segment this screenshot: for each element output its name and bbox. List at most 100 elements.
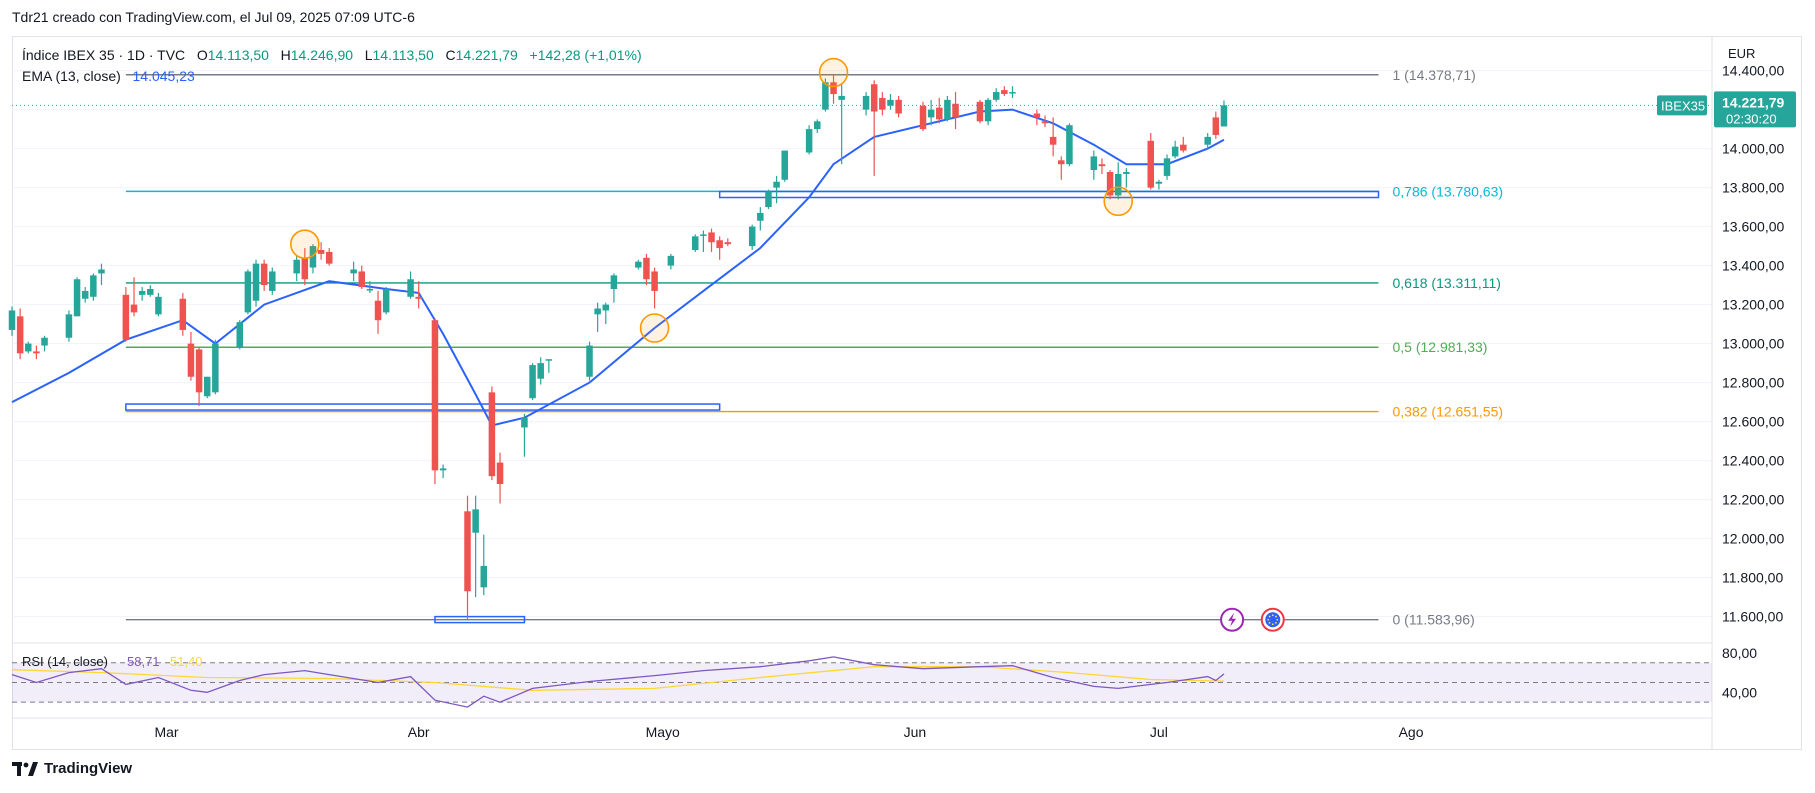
- candle-body: [358, 271, 366, 288]
- close-label: C: [445, 47, 456, 63]
- price-tag-box: [1714, 91, 1796, 128]
- event-markers: [1220, 607, 1285, 632]
- candle-up: [586, 341, 593, 381]
- candle-up: [244, 269, 252, 315]
- candle-body: [252, 263, 260, 301]
- candle-body: [757, 212, 764, 221]
- candle-up: [1163, 154, 1171, 180]
- candle-body: [643, 257, 650, 280]
- candles: [8, 74, 1228, 621]
- candle-body: [130, 304, 138, 313]
- candle-down: [122, 287, 130, 342]
- candle-up: [529, 363, 536, 401]
- candle-up: [1171, 140, 1179, 159]
- candle-body: [1171, 146, 1179, 157]
- candle-down: [870, 80, 878, 176]
- candle-up: [203, 376, 211, 399]
- candle-body: [1090, 156, 1098, 171]
- candle-up: [1090, 150, 1098, 180]
- candle-body: [138, 290, 146, 295]
- price-tick-label: 11.600,00: [1722, 609, 1783, 625]
- candle-body: [155, 296, 162, 315]
- candle-body: [602, 304, 610, 311]
- candle-body: [73, 279, 81, 317]
- candle-up: [269, 267, 276, 295]
- candle-body: [651, 271, 658, 291]
- highlight-circle: [1103, 186, 1134, 217]
- candle-body: [748, 226, 756, 247]
- candle-body: [529, 365, 536, 399]
- rsi-ma-value: 51,40: [170, 654, 203, 669]
- rsi-value: 58,71: [127, 654, 160, 669]
- fib-level-label: 0,618 (13.311,11): [1393, 275, 1501, 291]
- price-tick-label: 12.400,00: [1722, 453, 1784, 469]
- candle-body: [822, 82, 829, 110]
- candle-down: [130, 277, 138, 317]
- candle-body: [464, 511, 471, 592]
- candle-body: [244, 271, 252, 313]
- currency-selector[interactable]: EUR: [1728, 46, 1756, 61]
- time-tick-label: Mayo: [646, 724, 680, 740]
- candle-body: [586, 345, 593, 377]
- candle-body: [203, 376, 211, 397]
- candle-body: [1049, 136, 1057, 145]
- ema-value: 14.045,23: [132, 68, 195, 84]
- support-zones: [125, 190, 1380, 624]
- candle-up: [635, 259, 642, 270]
- flag-star: [1267, 618, 1270, 621]
- ema-series-line: [11, 108, 1225, 427]
- candle-down: [1147, 133, 1155, 190]
- brand-name: TradingView: [44, 760, 133, 777]
- footer-brand[interactable]: TradingView: [12, 760, 132, 777]
- candle-body: [431, 320, 439, 471]
- candle-body: [805, 129, 813, 153]
- candle-body: [887, 99, 894, 106]
- fib-level-label: 0,786 (13.780,63): [1393, 183, 1504, 199]
- candle-up: [927, 99, 935, 126]
- eu-flag-icon: [1260, 607, 1285, 632]
- candle-up: [700, 230, 707, 252]
- candle-body: [635, 261, 642, 268]
- candle-body: [309, 246, 317, 268]
- candle-down: [488, 386, 496, 481]
- candle-body: [122, 294, 130, 340]
- ema-label: EMA (13, close): [22, 68, 121, 84]
- candle-up: [81, 287, 89, 303]
- candle-body: [1066, 125, 1073, 165]
- candle-body: [765, 191, 772, 208]
- candle-body: [187, 343, 195, 377]
- candle-up: [382, 287, 390, 315]
- candle-up: [41, 335, 48, 352]
- candle-up: [90, 273, 97, 301]
- candle-body: [1098, 164, 1106, 167]
- candle-body: [415, 296, 422, 299]
- open-label: O: [196, 47, 208, 63]
- candle-up: [480, 534, 488, 596]
- candle-up: [1204, 133, 1211, 149]
- candle-down: [1058, 156, 1065, 180]
- chart-legend: Índice IBEX 35 · 1D · TVC O14.113,50 H14…: [22, 45, 642, 87]
- candle-body: [895, 99, 902, 114]
- candle-body: [325, 251, 333, 264]
- highlight-circles: [290, 57, 1134, 343]
- flag-star: [1271, 614, 1274, 617]
- candle-up: [407, 271, 414, 299]
- flag-star: [1268, 622, 1271, 624]
- candle-down: [33, 345, 40, 360]
- rsi-tick-label: 40,00: [1722, 684, 1757, 700]
- price-tick-label: 12.200,00: [1722, 492, 1784, 508]
- candle-down: [830, 74, 837, 104]
- candle-body: [692, 236, 699, 250]
- candle-up: [537, 357, 544, 385]
- low-value: 14.113,50: [372, 47, 434, 63]
- candle-down: [187, 331, 195, 381]
- candle-body: [1009, 92, 1016, 94]
- candle-up: [594, 302, 601, 332]
- low-label: L: [364, 47, 373, 63]
- candle-down: [496, 452, 504, 504]
- candle-body: [65, 314, 73, 338]
- candle-body: [919, 105, 927, 130]
- rsi-ma-line: [11, 666, 1225, 691]
- candle-body: [716, 240, 723, 249]
